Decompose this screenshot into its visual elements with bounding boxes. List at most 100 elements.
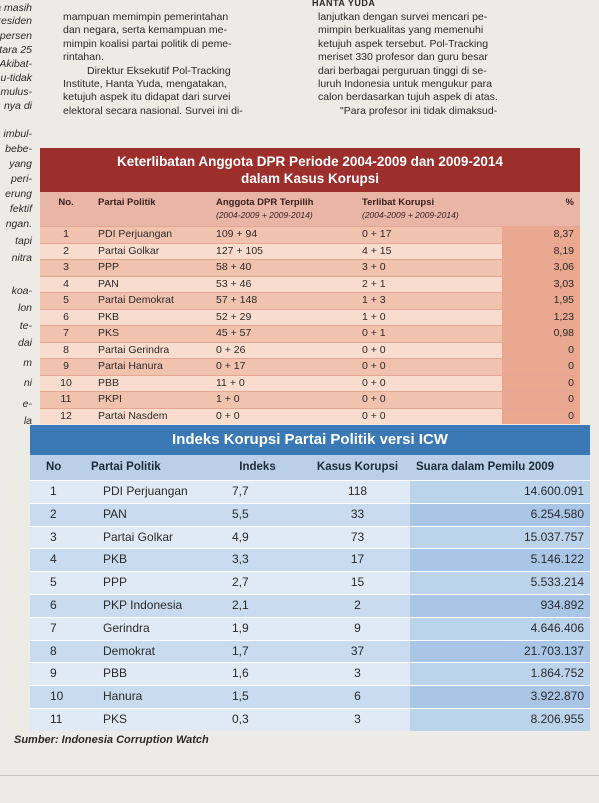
header-cell: Partai Politik bbox=[91, 461, 161, 473]
table-cell: Partai Golkar bbox=[103, 529, 174, 544]
table-row: 1 PDI Perjuangan 7,7 118 14.600.091 bbox=[30, 480, 590, 503]
text-fragment: nitra bbox=[11, 252, 32, 264]
source-note: Sumber: Indonesia Corruption Watch bbox=[14, 734, 209, 746]
table-cell: 5.146.122 bbox=[410, 549, 590, 572]
text-line: luruh Indonesia untuk mengukur para bbox=[318, 78, 492, 90]
text-fragment: yang bbox=[9, 158, 32, 170]
table-cell: PAN bbox=[103, 506, 127, 521]
table-cell: 4 bbox=[63, 277, 69, 290]
table-cell: 9 bbox=[50, 666, 57, 681]
text-fragment: emulus- bbox=[0, 86, 32, 98]
header-cell: Suara dalam Pemilu 2009 bbox=[416, 461, 555, 473]
table-cell: 1 bbox=[63, 228, 69, 240]
header-cell: Anggota DPR Terpilih (2004-2009 + 2009-20… bbox=[210, 192, 356, 226]
text-line: Institute, Hanta Yuda, mengatakan, bbox=[63, 78, 227, 90]
text-fragment: peri- bbox=[10, 173, 32, 185]
table-cell: 21.703.137 bbox=[410, 640, 590, 663]
table-cell: 1,7 bbox=[232, 643, 249, 658]
table-cell: 1,95 bbox=[502, 293, 580, 309]
table-title: Indeks Korupsi Partai Politik versi ICW bbox=[30, 425, 590, 455]
header-row: No. Partai Politik Anggota DPR Terpilih (20… bbox=[40, 192, 580, 226]
table-cell: 3 bbox=[63, 261, 69, 273]
text-line: ketujuh aspek itu didapat dari survei bbox=[63, 91, 231, 104]
table-cell: 57 + 148 bbox=[216, 294, 258, 306]
table-row: 10 PBB 11 + 0 0 + 0 0 bbox=[40, 374, 580, 391]
table-cell: 11 bbox=[50, 711, 63, 726]
table-row: 11 PKS 0,3 3 8.206.955 bbox=[30, 707, 590, 731]
table-cell: 6.254.580 bbox=[410, 503, 590, 526]
header-cell: No. bbox=[40, 192, 92, 226]
table-cell: Gerindra bbox=[103, 620, 150, 635]
table-row: 8 Partai Gerindra 0 + 26 0 + 0 0 bbox=[40, 341, 580, 358]
table-cell: Partai Golkar bbox=[98, 244, 160, 257]
header-sub: (2004-2009 + 2009-2014) bbox=[216, 210, 313, 220]
table-cell: 5 bbox=[50, 575, 57, 590]
text-fragment: la bbox=[23, 415, 32, 427]
text-fragment: e- bbox=[22, 398, 32, 410]
table-row: 2 Partai Golkar 127 + 105 4 + 15 8,19 bbox=[40, 242, 580, 259]
table-cell: 0 + 0 bbox=[362, 343, 386, 356]
table-cell: 11 bbox=[60, 393, 72, 405]
table-cell: 5 bbox=[63, 294, 69, 306]
text-fragment: presiden bbox=[0, 15, 32, 27]
table-row: 7 Gerindra 1,9 9 4.646.406 bbox=[30, 616, 590, 640]
table-cell: 8,19 bbox=[502, 243, 580, 259]
table-cell: 1 + 3 bbox=[362, 294, 386, 306]
table-cell: 0 + 26 bbox=[216, 343, 246, 356]
table-cell: 0 bbox=[502, 408, 580, 424]
table-cell: 127 + 105 bbox=[216, 244, 264, 257]
table-cell: 2 bbox=[50, 506, 57, 521]
text-line: dari berbagai perguruan tinggi di se- bbox=[318, 64, 487, 77]
text-line: mampuan memimpin pemerintahan bbox=[63, 11, 229, 23]
table-cell: 0 + 0 bbox=[362, 360, 386, 372]
table-row: 6 PKB 52 + 29 1 + 0 1,23 bbox=[40, 308, 580, 325]
table-cell: 1 + 0 bbox=[362, 310, 386, 323]
table-cell: 7 bbox=[63, 327, 69, 339]
header-row: No Partai Politik Indeks Kasus Korupsi Suara… bbox=[30, 455, 590, 480]
table-cell: 53 + 46 bbox=[216, 277, 252, 290]
header-cell: No bbox=[46, 461, 62, 473]
table-cell: 2,1 bbox=[232, 597, 249, 612]
table-row: 12 Partai Nasdem 0 + 0 0 + 0 0 bbox=[40, 407, 580, 424]
table-cell: 3,03 bbox=[502, 276, 580, 292]
table-cell: 1 bbox=[50, 484, 57, 498]
table-cell: 1.864.752 bbox=[410, 663, 590, 686]
text-line: mimpin koalisi partai politik di peme- bbox=[63, 37, 232, 50]
title-line: dalam Kasus Korupsi bbox=[240, 171, 380, 186]
table-cell: Partai Demokrat bbox=[98, 294, 174, 306]
table-cell: 4,9 bbox=[232, 529, 249, 544]
text-line: mimpin berkualitas yang memenuhi bbox=[318, 24, 484, 37]
table-cell: 0 + 0 bbox=[362, 376, 386, 389]
text-fragment: fektif bbox=[9, 203, 32, 215]
table-cell: PKS bbox=[103, 711, 128, 726]
table-cell: 0 + 17 bbox=[216, 360, 246, 372]
header-cell: Kasus Korupsi bbox=[316, 461, 399, 473]
table-cell: 17 bbox=[350, 552, 365, 567]
text-fragment: . Akibat- bbox=[0, 58, 32, 70]
table-cell: 15.037.757 bbox=[410, 526, 590, 549]
table-cell: PAN bbox=[98, 277, 119, 290]
table-cell: 1,23 bbox=[502, 309, 580, 325]
table-row: 9 PBB 1,6 3 1.864.752 bbox=[30, 662, 590, 686]
table-cell: 0 bbox=[502, 392, 580, 408]
table-cell: 3,06 bbox=[502, 260, 580, 276]
table-cell: Demokrat bbox=[103, 643, 156, 658]
table-row: 9 Partai Hanura 0 + 17 0 + 0 0 bbox=[40, 358, 580, 375]
rule bbox=[0, 775, 599, 776]
table-cell: 3 + 0 bbox=[362, 261, 386, 273]
title-line: Keterlibatan Anggota DPR Periode 2004-20… bbox=[117, 154, 503, 169]
table-cell: 12 bbox=[60, 409, 72, 422]
table-row: 2 PAN 5,5 33 6.254.580 bbox=[30, 502, 590, 526]
table-cell: 3.922.870 bbox=[410, 686, 590, 708]
table-cell: 15 bbox=[350, 575, 365, 590]
table-row: 4 PAN 53 + 46 2 + 1 3,03 bbox=[40, 275, 580, 292]
table-cell: 118 bbox=[347, 484, 368, 498]
table-cell: 0 bbox=[502, 359, 580, 375]
table-cell: 8.206.955 bbox=[410, 708, 590, 731]
text-fragment: etara 25 bbox=[0, 44, 32, 56]
table-row: 7 PKS 45 + 57 0 + 1 0,98 bbox=[40, 325, 580, 342]
table-cell: 0 + 0 bbox=[362, 409, 386, 422]
header-sub: (2004-2009 + 2009-2014) bbox=[362, 210, 459, 220]
text-fragment: dai bbox=[17, 337, 32, 349]
